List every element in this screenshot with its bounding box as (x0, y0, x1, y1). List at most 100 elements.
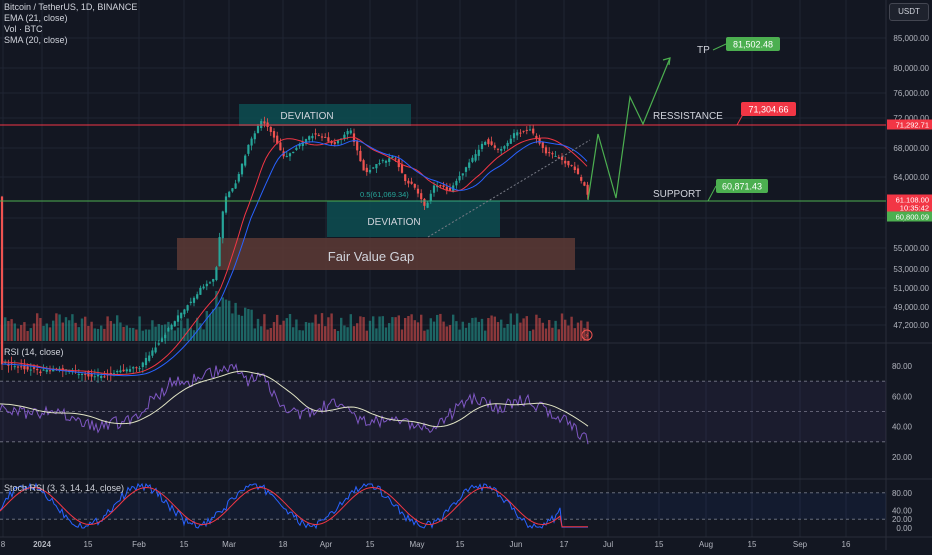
candle-body (176, 315, 180, 322)
volume-bar (272, 322, 276, 341)
time-tick-label: Jun (510, 540, 523, 549)
volume-bar (474, 317, 477, 341)
volume-bar (461, 321, 464, 341)
volume-bar (314, 314, 317, 341)
stoch-d-line[interactable] (0, 486, 588, 528)
candle-body (349, 130, 352, 134)
volume-bar (256, 318, 260, 341)
volume-bar (372, 316, 375, 341)
candle-body (208, 282, 212, 284)
volume-bar (87, 325, 90, 341)
volume-bar (413, 320, 416, 341)
candle-body (490, 141, 493, 145)
resistance-label: RESSISTANCE (653, 111, 723, 122)
volume-bar (157, 324, 160, 341)
volume-bar (125, 325, 128, 341)
ema-line[interactable] (1, 136, 588, 375)
price-tag[interactable] (887, 211, 932, 222)
candle-body (0, 196, 4, 365)
candle-body (103, 376, 106, 378)
volume-bar (263, 314, 266, 341)
volume-bar (48, 327, 52, 341)
candle-body (551, 153, 554, 155)
support-badge[interactable] (716, 179, 768, 193)
volume-bar (378, 316, 381, 341)
price-tag[interactable] (887, 194, 932, 205)
stoch-k-line[interactable] (0, 482, 588, 530)
volume-bar (100, 325, 103, 341)
ma-layer (1, 136, 588, 377)
volume-bar (573, 328, 576, 341)
candle-body (580, 176, 583, 181)
volume-bar (39, 317, 42, 341)
candle-body (221, 211, 224, 239)
fair-value-gap-box[interactable] (177, 238, 575, 270)
volume-bar (173, 330, 176, 341)
candle-body (365, 167, 368, 173)
volume-bar (512, 324, 516, 341)
symbol-title[interactable]: Bitcoin / TetherUS, 1D, BINANCE (4, 2, 138, 12)
candle-body (442, 185, 445, 187)
volume-bar (528, 330, 532, 341)
candle-body (557, 157, 560, 159)
candle-body (87, 371, 90, 377)
volume-bar (548, 320, 551, 341)
projection-path[interactable] (587, 57, 671, 201)
candle-body (138, 368, 141, 370)
volume-bar (282, 320, 285, 341)
stoch-title[interactable]: Stoch RSI (3, 3, 14, 14, close) (4, 483, 125, 493)
price-tag[interactable] (887, 119, 932, 130)
time-tick-label: Aug (699, 540, 713, 549)
support-label: SUPPORT (653, 189, 701, 200)
volume-bar (391, 317, 394, 341)
tp-badge[interactable] (726, 37, 780, 51)
volume-bar (58, 314, 61, 341)
rsi-title[interactable]: RSI (14, close) (4, 347, 64, 357)
deviation-box-top[interactable] (239, 104, 411, 126)
vol-legend[interactable]: Vol · BTC (4, 24, 43, 34)
volume-bar (426, 329, 429, 341)
candle-body (295, 147, 298, 151)
deviation-box-bottom[interactable] (327, 201, 500, 237)
volume-bar (468, 322, 471, 341)
candle-body (480, 143, 484, 149)
ema-legend[interactable]: EMA (21, close) (4, 13, 68, 23)
candle-body (471, 157, 474, 162)
resistance-badge[interactable] (741, 102, 796, 116)
volume-bar (247, 309, 250, 341)
price-tick-label: 49,000.00 (893, 303, 929, 312)
candle-body (288, 153, 292, 157)
candle-body (541, 142, 544, 148)
volume-bar (276, 314, 279, 341)
trendline-dotted[interactable] (427, 139, 591, 238)
volume-bar (432, 321, 436, 341)
volume-bar (487, 318, 490, 341)
sma-line[interactable] (1, 140, 588, 377)
rsi-ma-line[interactable] (0, 370, 589, 428)
price-tag-text: 71,292.71 (896, 121, 929, 130)
volume-bar (144, 329, 148, 341)
candle-body (189, 301, 192, 304)
candle-body (394, 158, 397, 160)
currency-button[interactable]: USDT (889, 3, 929, 21)
candle-body (573, 166, 576, 171)
candle-body (368, 169, 372, 173)
rsi-line[interactable] (0, 363, 589, 445)
volume-bar (205, 311, 208, 341)
candle-body (343, 134, 346, 140)
candle-body (84, 373, 87, 375)
candle-body (285, 156, 288, 158)
volume-bar (343, 325, 346, 341)
volume-bar (586, 321, 589, 341)
sma-legend[interactable]: SMA (20, close) (4, 35, 68, 45)
candle-body (308, 136, 311, 140)
candle-body (122, 369, 125, 372)
volume-bar (61, 322, 64, 341)
realtime-indicator[interactable] (581, 329, 593, 341)
candle-body (20, 366, 23, 368)
volume-bar (439, 313, 442, 341)
price-tag[interactable] (887, 202, 932, 213)
candle-body (157, 343, 160, 345)
